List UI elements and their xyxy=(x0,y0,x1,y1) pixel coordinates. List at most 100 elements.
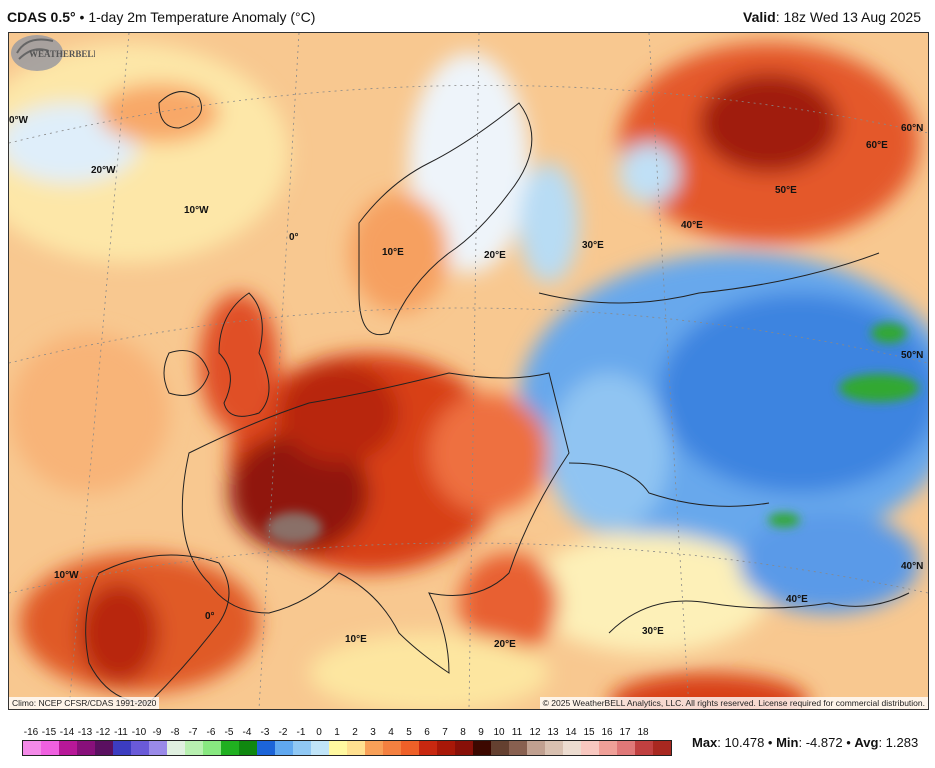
min-value: -4.872 xyxy=(805,735,843,750)
max-value: 10.478 xyxy=(724,735,765,750)
svg-text:WEATHERBELL: WEATHERBELL xyxy=(29,49,95,59)
colorbar-tick-label: 2 xyxy=(352,727,358,738)
colorbar-cell xyxy=(239,741,257,755)
colorbar-ticks: -16 -15 -14 -13 -12 -11 -10 -9 -8 -7 -6 -5 -4 -3 -2 -1 0… xyxy=(22,727,672,739)
colorbar-cell xyxy=(59,741,77,755)
colorbar-tick-label: -3 xyxy=(260,727,270,738)
colorbar xyxy=(22,740,672,756)
colorbar-cell xyxy=(599,741,617,755)
colorbar-cell xyxy=(23,741,41,755)
colorbar-cell xyxy=(419,741,437,755)
graticule-label: 60°N xyxy=(901,123,924,134)
graticule-label: 10°W xyxy=(184,205,209,216)
graticule-label: 30°E xyxy=(642,626,664,637)
climo-note: Climo: NCEP CFSR/CDAS 1991-2020 xyxy=(9,697,160,709)
colorbar-tick-label: -13 xyxy=(77,727,93,738)
colorbar-cell xyxy=(509,741,527,755)
colorbar-tick-label: -9 xyxy=(152,727,162,738)
colorbar-cell xyxy=(365,741,383,755)
colorbar-cell xyxy=(131,741,149,755)
colorbar-cell xyxy=(347,741,365,755)
graticule-label: 60°E xyxy=(866,140,888,151)
colorbar-cell xyxy=(293,741,311,755)
colorbar-cell xyxy=(473,741,491,755)
colorbar-cell xyxy=(491,741,509,755)
colorbar-tick-label: -7 xyxy=(188,727,198,738)
colorbar-tick-label: -15 xyxy=(41,727,57,738)
colorbar-tick-label: -1 xyxy=(296,727,306,738)
colorbar-tick-label: 18 xyxy=(637,727,649,738)
colorbar-tick-label: 3 xyxy=(370,727,376,738)
colorbar-tick-label: 12 xyxy=(529,727,541,738)
colorbar-tick-label: 11 xyxy=(511,727,523,738)
colorbar-cell xyxy=(383,741,401,755)
colorbar-tick-label: -11 xyxy=(114,727,128,738)
graticule-label: 0° xyxy=(205,611,215,622)
colorbar-tick-label: -14 xyxy=(59,727,75,738)
colorbar-cell xyxy=(257,741,275,755)
colorbar-cell xyxy=(203,741,221,755)
colorbar-cell xyxy=(635,741,653,755)
colorbar-tick-label: -10 xyxy=(131,727,147,738)
colorbar-cell xyxy=(95,741,113,755)
weatherbell-logo: WEATHERBELL xyxy=(11,35,95,71)
colorbar-tick-label: -8 xyxy=(170,727,180,738)
temperature-anomaly-map: 0°W 20°W 10°W 0° 10°E 20°E 30°E 40°E 50°… xyxy=(8,32,929,710)
colorbar-cell xyxy=(653,741,671,755)
graticule-label: 20°E xyxy=(484,250,506,261)
colorbar-tick-label: -5 xyxy=(224,727,234,738)
colorbar-tick-label: 15 xyxy=(583,727,595,738)
colorbar-cell xyxy=(167,741,185,755)
field-stats: Max: 10.478 • Min: -4.872 • Avg: 1.283 xyxy=(692,735,919,750)
colorbar-tick-label: -12 xyxy=(95,727,111,738)
colorbar-cell xyxy=(527,741,545,755)
colorbar-tick-label: -4 xyxy=(242,727,252,738)
colorbar-tick-label: 17 xyxy=(619,727,631,738)
colorbar-tick-label: 13 xyxy=(547,727,559,738)
colorbar-cell xyxy=(401,741,419,755)
graticule-label: 50°N xyxy=(901,350,924,361)
graticule-label: 30°E xyxy=(582,240,604,251)
colorbar-cell xyxy=(77,741,95,755)
colorbar-tick-label: 16 xyxy=(601,727,613,738)
colorbar-tick-label: 10 xyxy=(493,727,505,738)
colorbar-tick-label: 6 xyxy=(424,727,430,738)
colorbar-cell xyxy=(563,741,581,755)
anomaly-field xyxy=(9,33,928,709)
colorbar-tick-label: 4 xyxy=(388,727,394,738)
colorbar-tick-label: 5 xyxy=(406,727,412,738)
graticule-label: 0°W xyxy=(9,115,28,126)
colorbar-cell xyxy=(113,741,131,755)
colorbar-cell xyxy=(149,741,167,755)
valid-time: Valid: 18z Wed 13 Aug 2025 xyxy=(743,9,921,25)
graticule-label: 0° xyxy=(289,232,299,243)
colorbar-tick-label: 14 xyxy=(565,727,577,738)
colorbar-cell xyxy=(581,741,599,755)
colorbar-cell xyxy=(545,741,563,755)
colorbar-tick-label: 7 xyxy=(442,727,448,738)
copyright-notice: © 2025 WeatherBELL Analytics, LLC. All r… xyxy=(539,697,928,709)
graticule-label: 20°W xyxy=(91,165,116,176)
colorbar-tick-label: -2 xyxy=(278,727,288,738)
graticule-label: 40°N xyxy=(901,561,924,572)
graticule-label: 40°E xyxy=(681,220,703,231)
colorbar-cell xyxy=(329,741,347,755)
colorbar-cell xyxy=(275,741,293,755)
graticule-label: 20°E xyxy=(494,639,516,650)
colorbar-tick-label: 8 xyxy=(460,727,466,738)
colorbar-tick-label: 0 xyxy=(316,727,322,738)
colorbar-cell xyxy=(311,741,329,755)
map-title: CDAS 0.5° • 1-day 2m Temperature Anomaly… xyxy=(7,9,316,25)
graticule-label: 10°W xyxy=(54,570,79,581)
colorbar-cell xyxy=(185,741,203,755)
graticule-label: 40°E xyxy=(786,594,808,605)
colorbar-cell xyxy=(221,741,239,755)
colorbar-tick-label: -6 xyxy=(206,727,216,738)
colorbar-tick-label: 1 xyxy=(334,727,340,738)
graticule-label: 10°E xyxy=(345,634,367,645)
graticule-label: 10°E xyxy=(382,247,404,258)
avg-value: 1.283 xyxy=(885,735,919,750)
graticule-label: 50°E xyxy=(775,185,797,196)
colorbar-cell xyxy=(455,741,473,755)
colorbar-tick-label: 9 xyxy=(478,727,484,738)
